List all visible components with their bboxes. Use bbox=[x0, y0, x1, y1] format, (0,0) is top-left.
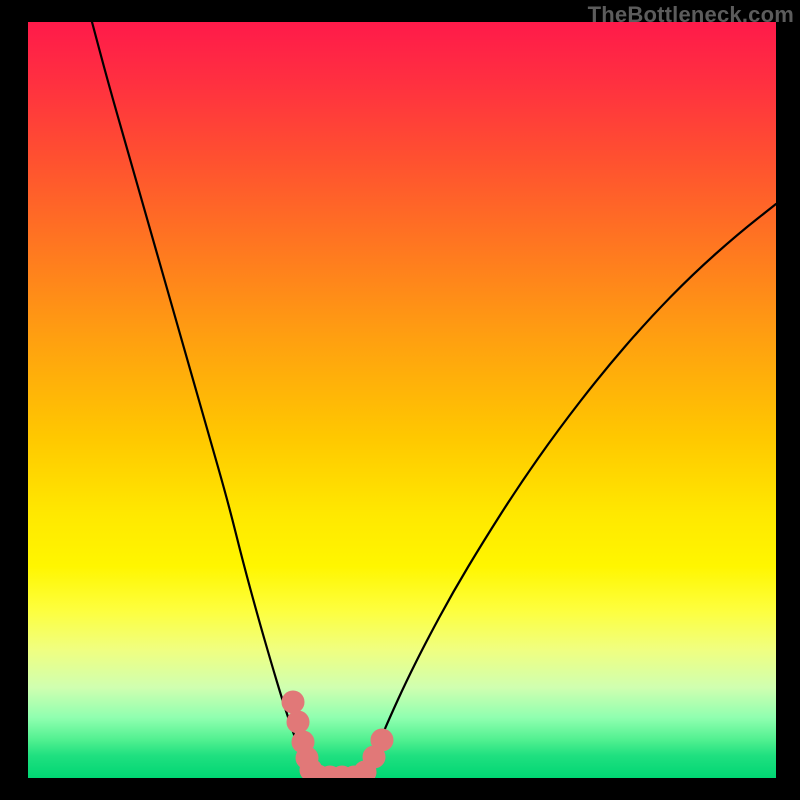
chart-frame: TheBottleneck.com bbox=[0, 0, 800, 800]
curve-layer bbox=[0, 0, 800, 800]
marker-point bbox=[287, 711, 309, 733]
right-curve bbox=[361, 204, 776, 778]
marker-point bbox=[371, 729, 393, 751]
left-curve bbox=[92, 22, 314, 778]
marker-point bbox=[282, 691, 304, 713]
